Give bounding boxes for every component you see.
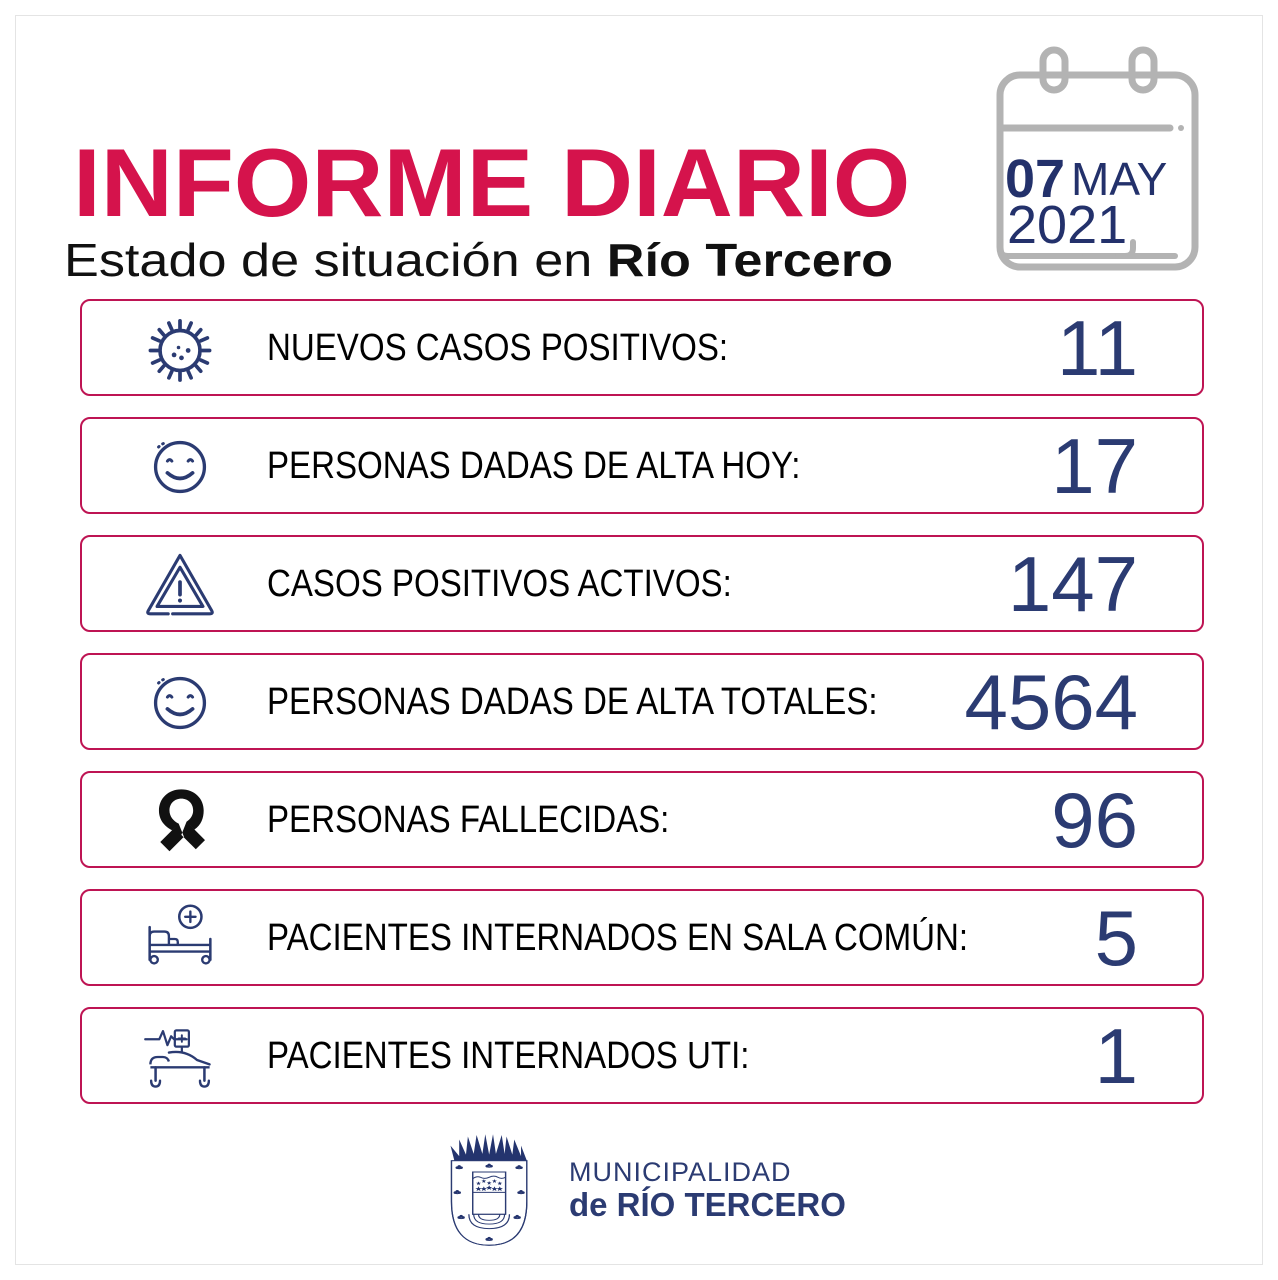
svg-text:2021: 2021 xyxy=(1007,195,1127,255)
